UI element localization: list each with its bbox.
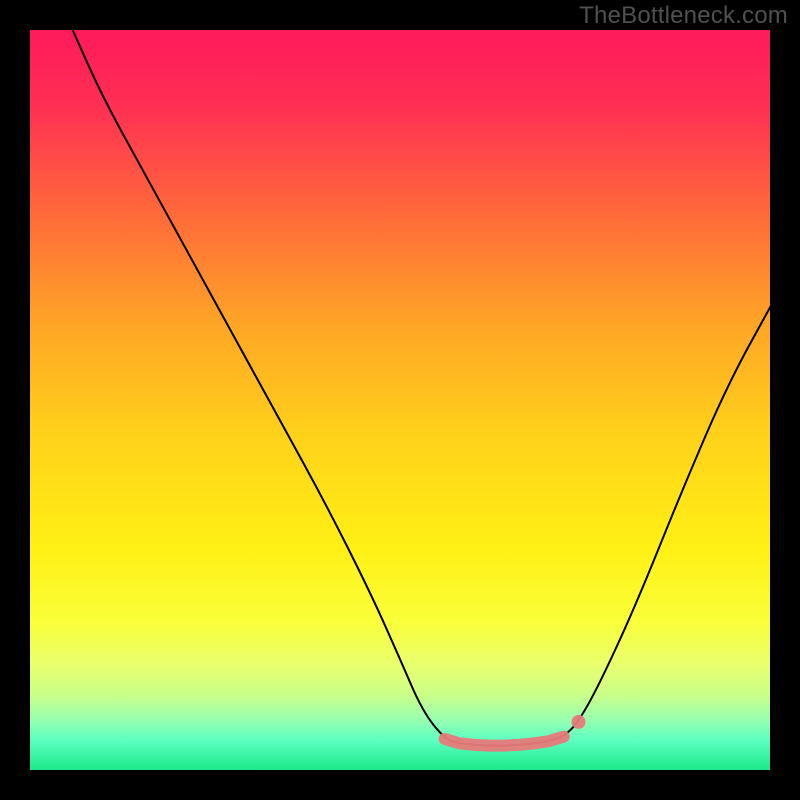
bottleneck-chart (0, 0, 800, 800)
optimal-point-marker (572, 715, 586, 729)
chart-frame: TheBottleneck.com (0, 0, 800, 800)
watermark-text: TheBottleneck.com (579, 2, 788, 30)
